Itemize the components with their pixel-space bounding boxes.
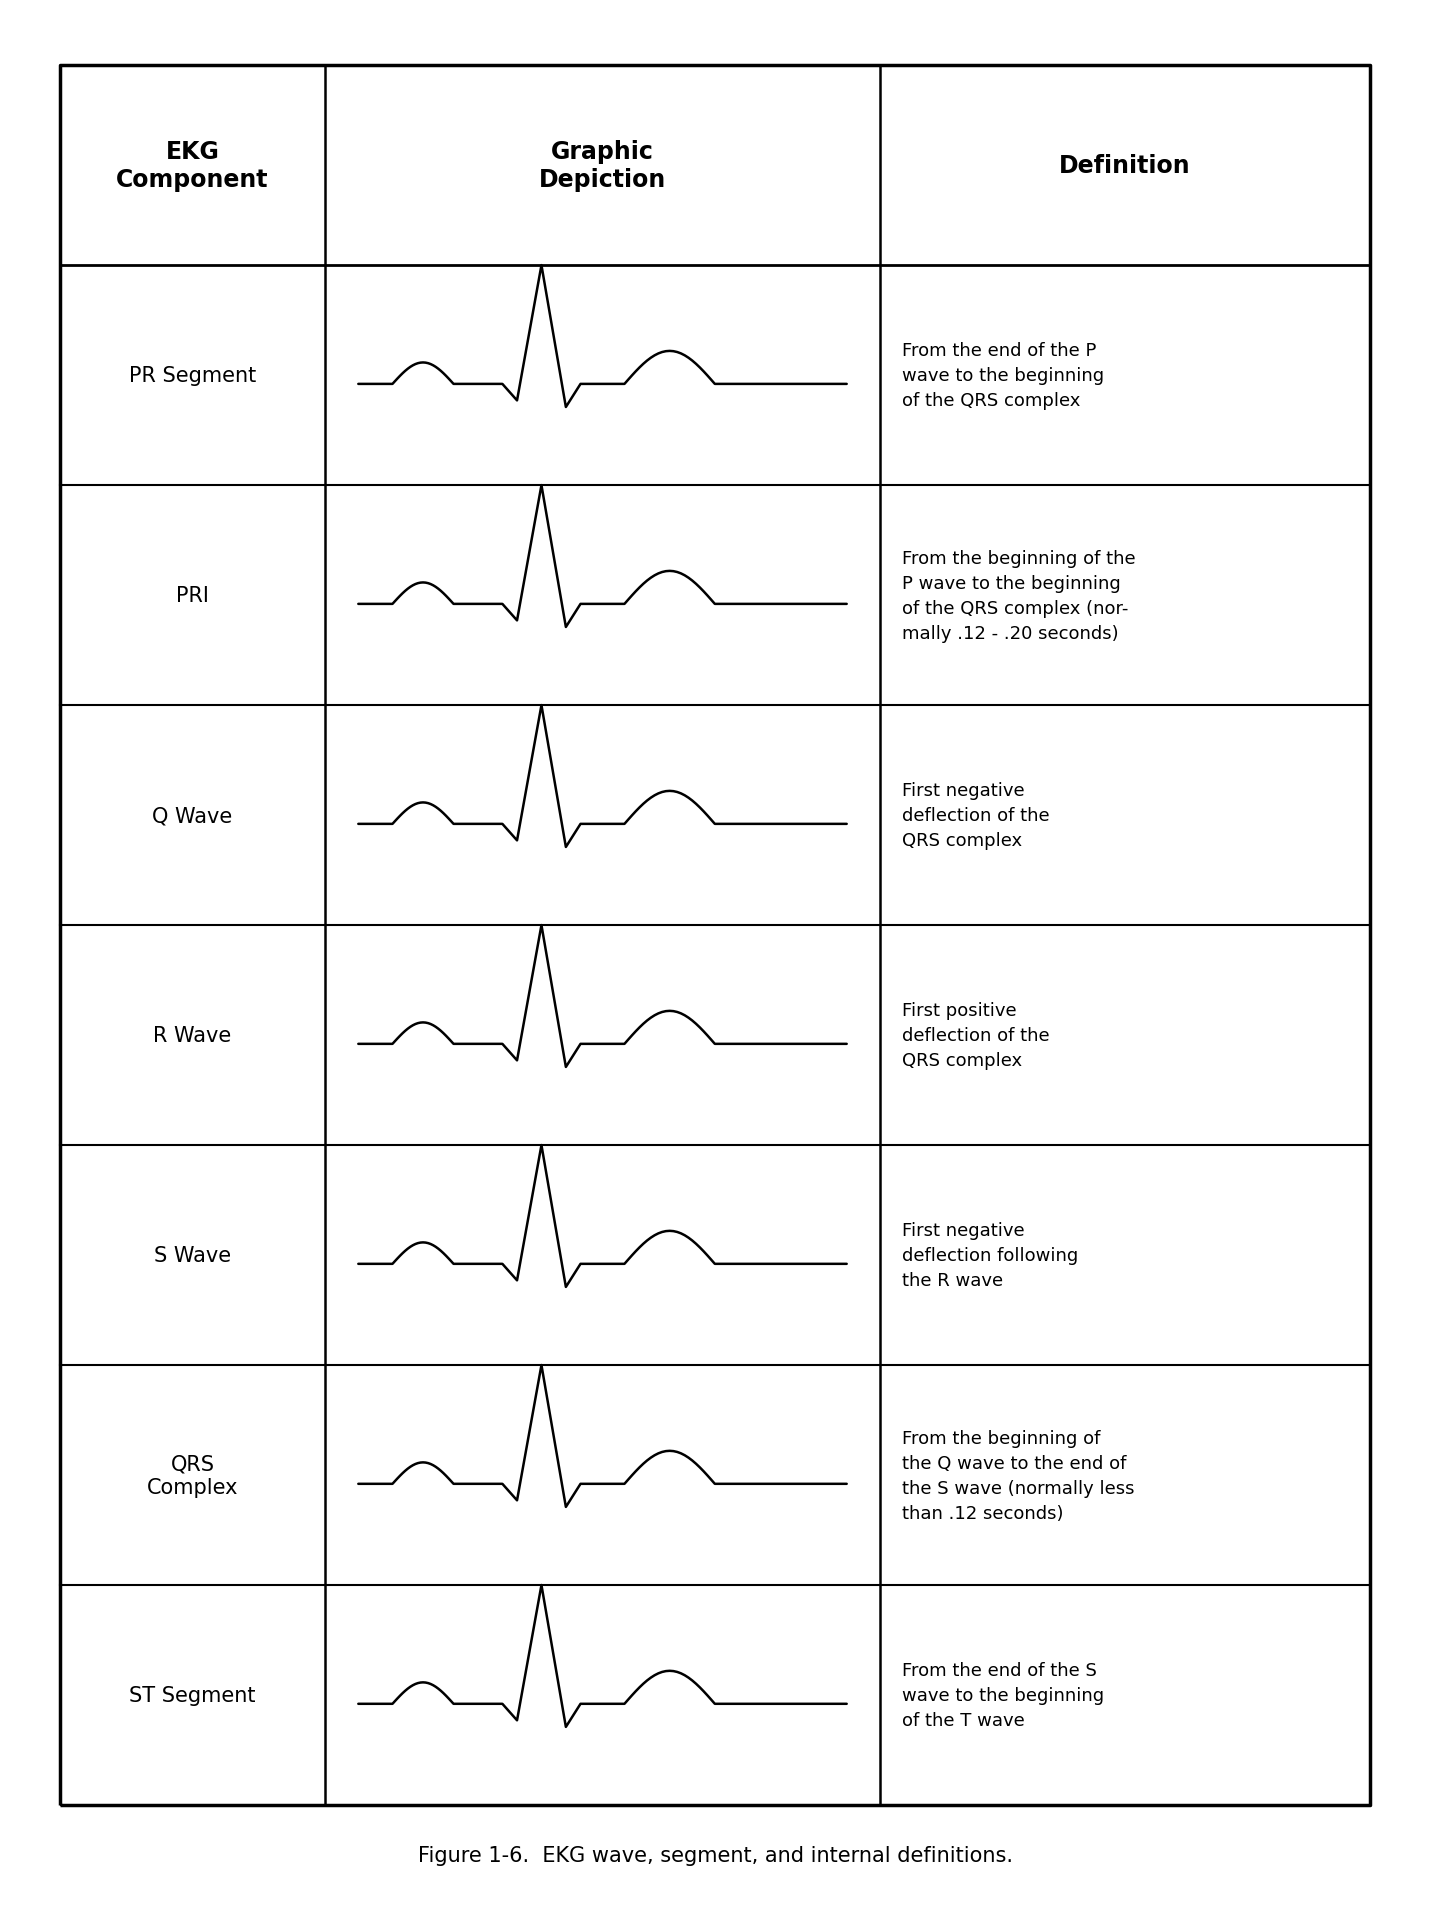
Text: ST Segment: ST Segment [129, 1686, 256, 1705]
Text: From the beginning of
the Q wave to the end of
the S wave (normally less
than .1: From the beginning of the Q wave to the … [902, 1429, 1134, 1522]
Text: EKG
Component: EKG Component [116, 141, 269, 192]
Text: R Wave: R Wave [153, 1025, 232, 1046]
Text: S Wave: S Wave [154, 1246, 232, 1265]
Text: First positive
deflection of the
QRS complex: First positive deflection of the QRS com… [902, 1002, 1050, 1069]
Text: Graphic
Depiction: Graphic Depiction [539, 141, 666, 192]
Text: PR Segment: PR Segment [129, 366, 256, 387]
Text: First negative
deflection following
the R wave: First negative deflection following the … [902, 1221, 1078, 1290]
Text: Figure 1-6.  EKG wave, segment, and internal definitions.: Figure 1-6. EKG wave, segment, and inter… [418, 1846, 1012, 1865]
Text: Q Wave: Q Wave [153, 806, 233, 825]
Text: PRI: PRI [176, 585, 209, 606]
Text: From the end of the S
wave to the beginning
of the T wave: From the end of the S wave to the beginn… [902, 1661, 1104, 1730]
Text: From the beginning of the
P wave to the beginning
of the QRS complex (nor-
mally: From the beginning of the P wave to the … [902, 549, 1135, 642]
Text: Definition: Definition [1060, 154, 1191, 177]
Text: First negative
deflection of the
QRS complex: First negative deflection of the QRS com… [902, 781, 1050, 850]
Text: QRS
Complex: QRS Complex [147, 1454, 239, 1497]
Text: From the end of the P
wave to the beginning
of the QRS complex: From the end of the P wave to the beginn… [902, 341, 1104, 410]
